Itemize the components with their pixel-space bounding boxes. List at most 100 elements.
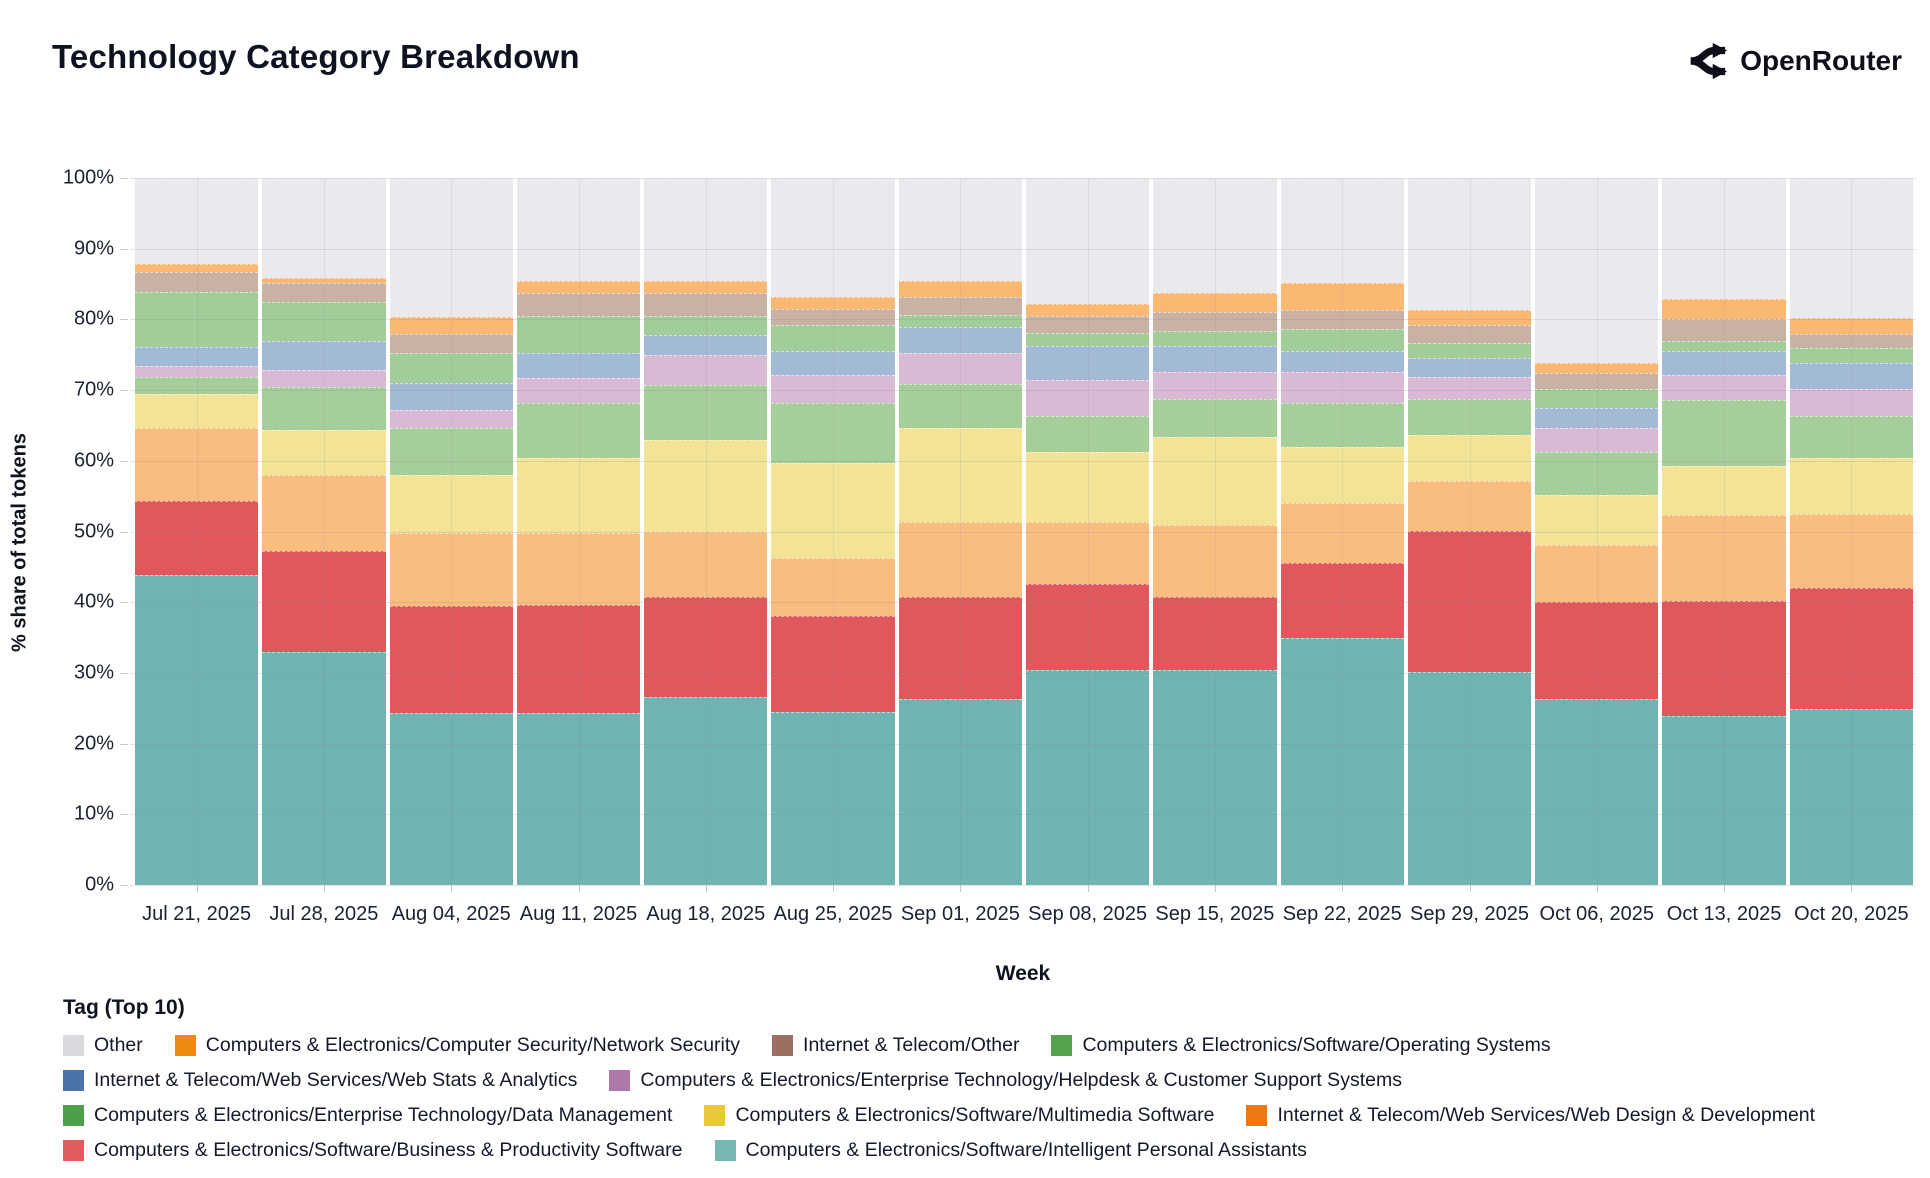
bar-segment[interactable] [389, 605, 513, 714]
bar-segment[interactable] [1535, 601, 1659, 700]
bar-segment[interactable] [1025, 303, 1150, 316]
bar-segment[interactable] [262, 551, 386, 653]
bar-segment[interactable] [516, 293, 641, 316]
bar-segment[interactable] [1662, 600, 1786, 717]
bar-segment[interactable] [1280, 310, 1404, 330]
bar-segment[interactable] [262, 340, 386, 370]
bar-segment[interactable] [771, 308, 895, 326]
bar-segment[interactable] [771, 711, 895, 885]
bar-segment[interactable] [1789, 362, 1913, 390]
bar-segment[interactable] [1407, 178, 1532, 311]
bar-segment[interactable] [516, 532, 641, 606]
bar-segment[interactable] [1535, 178, 1659, 363]
bar-segment[interactable] [1407, 325, 1532, 343]
bar-segment[interactable] [262, 301, 386, 341]
bar-segment[interactable] [644, 280, 768, 293]
bar-segment[interactable] [516, 605, 641, 713]
bar-segment[interactable] [135, 501, 259, 576]
bar-segment[interactable] [771, 351, 895, 375]
bar-segment[interactable] [644, 531, 768, 597]
bar-segment[interactable] [1025, 670, 1150, 885]
legend-item[interactable]: Internet & Telecom/Web Services/Web Stat… [63, 1069, 577, 1092]
bar-segment[interactable] [1407, 399, 1532, 435]
bar-segment[interactable] [389, 178, 513, 318]
legend-item[interactable]: Computers & Electronics/Software/Operati… [1051, 1034, 1551, 1057]
stacked-bar-aug-18-2025[interactable] [644, 178, 768, 885]
bar-segment[interactable] [1280, 402, 1404, 448]
bar-segment[interactable] [1407, 434, 1532, 482]
bar-segment[interactable] [1025, 451, 1150, 522]
bar-segment[interactable] [1280, 351, 1404, 372]
bar-segment[interactable] [389, 317, 513, 334]
bar-segment[interactable] [1535, 451, 1659, 495]
bar-segment[interactable] [516, 281, 641, 294]
bar-segment[interactable] [644, 178, 768, 281]
bar-segment[interactable] [389, 409, 513, 429]
bar-segment[interactable] [1789, 458, 1913, 514]
bar-segment[interactable] [1662, 319, 1786, 342]
legend-item[interactable]: Other [63, 1034, 143, 1057]
bar-segment[interactable] [644, 315, 768, 336]
bar-segment[interactable] [262, 283, 386, 302]
bar-segment[interactable] [1153, 670, 1277, 885]
bar-segment[interactable] [1662, 298, 1786, 320]
bar-segment[interactable] [516, 458, 641, 533]
bar-segment[interactable] [1153, 345, 1277, 372]
bar-segment[interactable] [516, 712, 641, 885]
bar-segment[interactable] [1789, 333, 1913, 349]
bar-segment[interactable] [898, 699, 1022, 885]
bar-segment[interactable] [1535, 388, 1659, 408]
bar-segment[interactable] [135, 366, 259, 377]
bar-segment[interactable] [1025, 332, 1150, 346]
bar-segment[interactable] [1662, 466, 1786, 516]
bar-segment[interactable] [1280, 283, 1404, 311]
bar-segment[interactable] [644, 335, 768, 355]
bar-segment[interactable] [1407, 530, 1532, 673]
legend-item[interactable]: Computers & Electronics/Computer Securit… [174, 1034, 740, 1057]
bar-segment[interactable] [516, 353, 641, 379]
bar-segment[interactable] [644, 439, 768, 532]
bar-segment[interactable] [135, 272, 259, 292]
bar-segment[interactable] [262, 386, 386, 430]
stacked-bar-sep-01-2025[interactable] [898, 178, 1022, 885]
bar-segment[interactable] [135, 575, 259, 885]
bar-segment[interactable] [1407, 672, 1532, 885]
bar-segment[interactable] [1280, 178, 1404, 284]
bar-segment[interactable] [771, 374, 895, 403]
bar-segment[interactable] [1662, 716, 1786, 885]
bar-segment[interactable] [1025, 345, 1150, 381]
bar-segment[interactable] [1535, 407, 1659, 429]
legend-item[interactable]: Computers & Electronics/Software/Multime… [704, 1104, 1214, 1127]
stacked-bar-sep-22-2025[interactable] [1280, 178, 1404, 885]
bar-segment[interactable] [1789, 513, 1913, 589]
bar-segment[interactable] [1789, 415, 1913, 458]
bar-segment[interactable] [1153, 331, 1277, 346]
bar-segment[interactable] [389, 532, 513, 606]
bar-segment[interactable] [1280, 371, 1404, 403]
legend-item[interactable]: Computers & Electronics/Software/Intelli… [714, 1139, 1307, 1162]
bar-segment[interactable] [262, 474, 386, 552]
bar-segment[interactable] [516, 178, 641, 282]
bar-segment[interactable] [1025, 380, 1150, 416]
bar-segment[interactable] [1407, 481, 1532, 531]
bar-segment[interactable] [1789, 708, 1913, 885]
bar-segment[interactable] [1535, 544, 1659, 602]
stacked-bar-jul-21-2025[interactable] [135, 178, 259, 885]
bar-segment[interactable] [1153, 371, 1277, 400]
bar-segment[interactable] [1662, 374, 1786, 401]
bar-segment[interactable] [1025, 178, 1150, 304]
bar-segment[interactable] [1153, 311, 1277, 332]
bar-segment[interactable] [1789, 318, 1913, 334]
stacked-bar-aug-11-2025[interactable] [516, 178, 641, 885]
bar-segment[interactable] [1662, 400, 1786, 467]
bar-segment[interactable] [644, 354, 768, 386]
bar-segment[interactable] [644, 292, 768, 316]
bar-segment[interactable] [1535, 373, 1659, 389]
bar-segment[interactable] [389, 383, 513, 410]
bar-segment[interactable] [1789, 389, 1913, 416]
bar-segment[interactable] [135, 291, 259, 348]
bar-segment[interactable] [135, 347, 259, 367]
legend-item[interactable]: Internet & Telecom/Other [772, 1034, 1019, 1057]
bar-segment[interactable] [1025, 315, 1150, 333]
bar-segment[interactable] [1025, 521, 1150, 584]
